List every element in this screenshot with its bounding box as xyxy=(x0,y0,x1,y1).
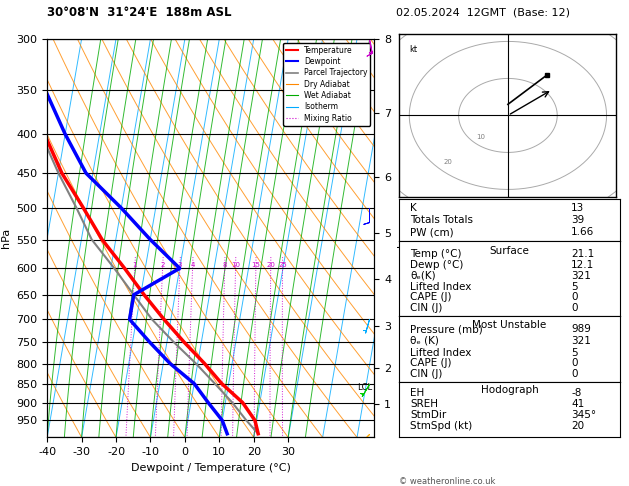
Y-axis label: km
ASL: km ASL xyxy=(397,227,418,249)
Y-axis label: hPa: hPa xyxy=(1,228,11,248)
Text: 3: 3 xyxy=(177,262,182,268)
Text: θₑ(K): θₑ(K) xyxy=(411,271,436,281)
Text: Hodograph: Hodograph xyxy=(481,385,538,396)
Text: 321: 321 xyxy=(571,336,591,346)
Text: 12.1: 12.1 xyxy=(571,260,594,270)
Text: 39: 39 xyxy=(571,215,584,225)
Text: 20: 20 xyxy=(444,158,453,165)
Text: 15: 15 xyxy=(252,262,260,268)
Text: 0: 0 xyxy=(571,303,577,312)
Text: CIN (J): CIN (J) xyxy=(411,369,443,379)
Text: Most Unstable: Most Unstable xyxy=(472,320,547,330)
Text: 20: 20 xyxy=(571,421,584,431)
Text: 4: 4 xyxy=(191,262,195,268)
Text: SREH: SREH xyxy=(411,399,438,409)
Text: 13: 13 xyxy=(571,203,584,212)
Text: Pressure (mb): Pressure (mb) xyxy=(411,324,483,334)
Text: 5: 5 xyxy=(571,347,578,358)
Text: θₑ (K): θₑ (K) xyxy=(411,336,439,346)
Text: 321: 321 xyxy=(571,271,591,281)
Text: 02.05.2024  12GMT  (Base: 12): 02.05.2024 12GMT (Base: 12) xyxy=(396,7,571,17)
Text: Lifted Index: Lifted Index xyxy=(411,281,472,292)
X-axis label: Dewpoint / Temperature (°C): Dewpoint / Temperature (°C) xyxy=(131,463,291,473)
Text: 10: 10 xyxy=(476,135,485,140)
Text: 0: 0 xyxy=(571,292,577,302)
Text: Lifted Index: Lifted Index xyxy=(411,347,472,358)
Text: CAPE (J): CAPE (J) xyxy=(411,292,452,302)
Text: 25: 25 xyxy=(278,262,287,268)
Text: Totals Totals: Totals Totals xyxy=(411,215,474,225)
Text: CIN (J): CIN (J) xyxy=(411,303,443,312)
Text: 8: 8 xyxy=(223,262,227,268)
Text: 21.1: 21.1 xyxy=(571,249,594,259)
Text: CAPE (J): CAPE (J) xyxy=(411,358,452,368)
Text: 30°08'N  31°24'E  188m ASL: 30°08'N 31°24'E 188m ASL xyxy=(47,6,231,19)
Text: kt: kt xyxy=(409,45,418,54)
Text: 20: 20 xyxy=(266,262,275,268)
Text: Temp (°C): Temp (°C) xyxy=(411,249,462,259)
Text: Surface: Surface xyxy=(489,246,530,256)
Text: 5: 5 xyxy=(571,281,578,292)
Text: PW (cm): PW (cm) xyxy=(411,227,454,237)
Text: Dewp (°C): Dewp (°C) xyxy=(411,260,464,270)
Text: © weatheronline.co.uk: © weatheronline.co.uk xyxy=(399,477,496,486)
Text: 1: 1 xyxy=(133,262,137,268)
Text: 0: 0 xyxy=(571,369,577,379)
Text: -8: -8 xyxy=(571,388,581,398)
Text: 989: 989 xyxy=(571,324,591,334)
Text: EH: EH xyxy=(411,388,425,398)
Text: K: K xyxy=(411,203,417,212)
Text: StmDir: StmDir xyxy=(411,410,447,420)
Text: 0: 0 xyxy=(571,358,577,368)
Text: LCL: LCL xyxy=(357,383,372,392)
Legend: Temperature, Dewpoint, Parcel Trajectory, Dry Adiabat, Wet Adiabat, Isotherm, Mi: Temperature, Dewpoint, Parcel Trajectory… xyxy=(283,43,370,125)
Text: 345°: 345° xyxy=(571,410,596,420)
Text: StmSpd (kt): StmSpd (kt) xyxy=(411,421,472,431)
Text: 41: 41 xyxy=(571,399,584,409)
Text: 2: 2 xyxy=(160,262,165,268)
Text: 10: 10 xyxy=(231,262,240,268)
Text: 1.66: 1.66 xyxy=(571,227,594,237)
